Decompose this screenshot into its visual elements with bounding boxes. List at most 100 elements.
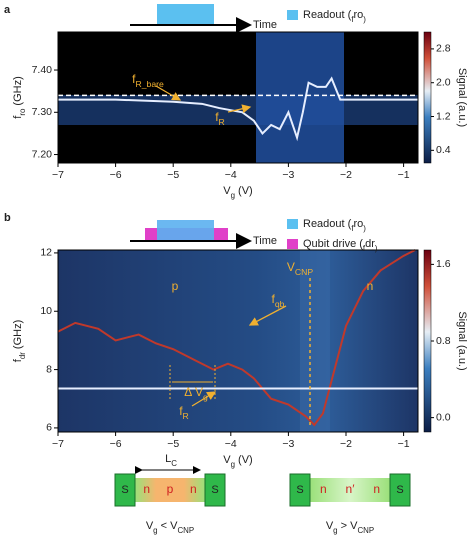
x-axis-label-sub: g: [231, 191, 235, 200]
condition-label-part: < V: [158, 520, 179, 532]
legend-swatch: [287, 239, 298, 249]
annotation-arrow: [227, 104, 252, 114]
device-channel: [310, 478, 390, 502]
annotation: n: [367, 279, 374, 293]
y-tick-label: 10: [40, 305, 52, 317]
y-tick-label: 6: [46, 422, 52, 434]
annotation-part: Δ V: [184, 385, 203, 399]
x-axis-label-part: (V): [235, 454, 253, 466]
colorbar-tick-label: 1.6: [436, 258, 451, 270]
x-axis-label: Vg (V): [223, 454, 252, 469]
y-axis-label-part: f: [12, 115, 24, 119]
y-axis-label: fro (GHz): [12, 76, 27, 118]
trace: [58, 76, 418, 142]
y-axis-label-part: (GHz): [12, 76, 24, 108]
x-tick-label: −7: [52, 169, 64, 181]
annotation-part: f: [132, 72, 136, 86]
plot-frame: [57, 249, 419, 433]
heatmap-bg: [58, 250, 418, 432]
contact-label: S: [396, 484, 403, 496]
x-tick-label: −2: [340, 438, 352, 450]
trace: [57, 249, 416, 427]
annotation-sub: qb: [275, 299, 285, 309]
x-tick-label: −5: [167, 438, 179, 450]
legend-swatch: [287, 219, 298, 229]
condition-label-sub: g: [333, 526, 337, 535]
legend-text: Readout (fro): [303, 218, 366, 233]
time-label: Time: [253, 235, 277, 247]
y-axis-label: fdr (GHz): [12, 320, 27, 362]
x-axis-label-part: (V): [235, 185, 253, 197]
annotation: p: [172, 279, 179, 293]
colorbar-tick-label: 0.8: [436, 335, 451, 347]
annotation-sub: R: [183, 411, 189, 421]
legend-text-sub: f: [363, 244, 366, 253]
colorbar-label: Signal (a.u.): [456, 68, 468, 127]
legend-text-sub: ): [375, 244, 378, 253]
x-tick-label: −5: [167, 169, 179, 181]
annotation-part: n: [367, 279, 374, 293]
colorbar-tick-label: 2.0: [436, 76, 451, 88]
annotation: fqb: [272, 292, 285, 309]
readout-pulse: [157, 4, 214, 24]
annotation-part: V: [287, 260, 295, 274]
colorbar-tick-label: 1.2: [436, 110, 451, 122]
y-axis-label-sub: dr: [18, 352, 27, 359]
annotation-part: f: [215, 110, 219, 124]
x-tick-label: −6: [110, 438, 122, 450]
region-label: n: [190, 482, 197, 496]
condition-label: Vg < VCNP: [146, 520, 194, 535]
annotation: fR: [179, 404, 189, 421]
legend-text-part: Qubit drive (: [303, 238, 363, 250]
condition-label-part: V: [146, 520, 154, 532]
contact-label: S: [121, 484, 128, 496]
annotation-part: f: [272, 292, 276, 306]
legend-text-sub: ): [363, 15, 366, 24]
readout-pulse: [157, 220, 214, 240]
y-tick-label: 12: [40, 247, 52, 259]
condition-label-sub: CNP: [177, 526, 194, 535]
condition-label-sub: CNP: [357, 526, 374, 535]
condition-label-part: V: [326, 520, 334, 532]
colorbar-tick-label: 0.0: [436, 411, 451, 423]
colorbar-tick-label: 0.4: [436, 144, 451, 156]
x-axis-label: Vg (V): [223, 185, 252, 200]
annotation-sub: R: [219, 117, 225, 127]
region-label: n: [143, 482, 150, 496]
contact-label: S: [296, 484, 303, 496]
lc-label-part: L: [165, 453, 171, 465]
contact-label: S: [211, 484, 218, 496]
condition-label: Vg > VCNP: [326, 520, 374, 535]
plot-frame: [57, 31, 419, 164]
annotation-sub: R_bare: [136, 79, 164, 89]
x-tick-label: −3: [282, 169, 294, 181]
y-tick-label: 7.30: [32, 106, 53, 118]
x-tick-label: −1: [398, 438, 410, 450]
annotation-arrow: [248, 305, 287, 326]
condition-label-sub: g: [153, 526, 157, 535]
annotation-arrow: [191, 391, 217, 407]
legend-swatch: [287, 10, 298, 20]
colorbar: [423, 249, 432, 433]
legend-text-part: ro: [354, 218, 364, 230]
time-label: Time: [253, 19, 277, 31]
lc-label-sub: C: [171, 459, 177, 468]
colorbar-label: Signal (a.u.): [456, 311, 468, 370]
legend-text-part: dr: [365, 238, 375, 250]
annotation: VCNP: [287, 260, 313, 277]
contact: [289, 473, 311, 507]
legend-text-part: ro: [354, 9, 364, 21]
region-label: n′: [346, 482, 356, 496]
legend-text-sub: f: [351, 224, 354, 233]
y-tick-label: 8: [46, 363, 52, 375]
y-axis-label-part: f: [12, 358, 24, 362]
condition-label-part: > V: [338, 520, 359, 532]
x-axis-label-part: V: [223, 454, 231, 466]
region-label: n: [373, 482, 380, 496]
lc-label: LC: [165, 453, 177, 468]
annotation-part: f: [179, 404, 183, 418]
region-label: p: [167, 482, 174, 496]
panel-label: a: [4, 4, 11, 16]
contact: [114, 473, 136, 507]
y-tick-label: 7.40: [32, 64, 53, 76]
